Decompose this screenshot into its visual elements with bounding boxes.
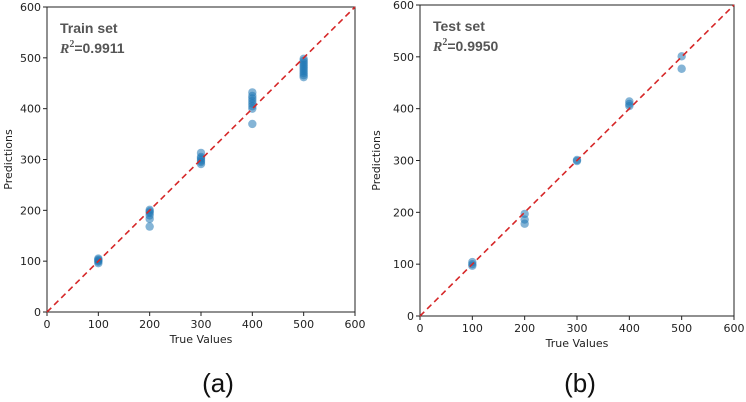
y-tick-label: 0 <box>34 306 41 319</box>
y-axis-label: Predictions <box>2 129 15 190</box>
r-squared-symbol: R <box>59 42 69 57</box>
data-point <box>625 97 634 106</box>
y-tick-label: 300 <box>20 154 41 167</box>
y-tick-label: 400 <box>393 103 414 116</box>
x-tick-label: 600 <box>345 318 366 331</box>
r-squared-annotation: R2=0.9911 <box>59 39 125 57</box>
x-tick-label: 0 <box>44 318 51 331</box>
panel-label: (b) <box>564 368 596 398</box>
y-tick-label: 200 <box>393 206 414 219</box>
y-tick-label: 600 <box>20 1 41 14</box>
x-tick-label: 500 <box>671 322 692 335</box>
r-squared-value: =0.9911 <box>74 40 124 56</box>
data-point <box>468 257 477 267</box>
y-tick-label: 500 <box>393 51 414 64</box>
panel-label: (a) <box>202 368 234 398</box>
r-squared-annotation: R2=0.9950 <box>432 37 499 55</box>
x-axis-label: True Values <box>545 337 609 350</box>
y-tick-label: 300 <box>393 155 414 168</box>
x-tick-label: 100 <box>88 318 109 331</box>
panel-train-set: 0 100 200 300 400 500 600 0 100 200 300 400 500 600 Tr… <box>2 1 366 398</box>
reference-line-y-equals-x <box>46 6 356 313</box>
data-point <box>94 254 103 263</box>
reference-line-y-equals-x <box>419 4 735 317</box>
r-squared-value: =0.9950 <box>447 38 498 54</box>
y-tick-label: 200 <box>20 204 41 217</box>
x-tick-label: 300 <box>191 318 212 331</box>
r-squared-exponent: 2 <box>442 37 447 48</box>
annotation-title: Train set <box>60 20 118 36</box>
x-tick-label: 100 <box>462 322 483 335</box>
r-squared-symbol: R <box>432 40 442 55</box>
x-tick-label: 300 <box>567 322 588 335</box>
y-tick-label: 500 <box>20 52 41 65</box>
data-point <box>196 148 206 158</box>
x-tick-label: 200 <box>139 318 160 331</box>
r-squared-exponent: 2 <box>69 39 74 50</box>
y-tick-label: 100 <box>393 258 414 271</box>
x-tick-label: 600 <box>724 322 745 335</box>
x-tick-label: 0 <box>417 322 424 335</box>
data-point <box>677 64 686 73</box>
y-tick-label: 400 <box>20 103 41 116</box>
x-tick-label: 400 <box>619 322 640 335</box>
x-tick-label: 500 <box>293 318 314 331</box>
data-point <box>520 209 529 219</box>
y-tick-label: 600 <box>393 0 414 12</box>
y-tick-label: 0 <box>407 310 414 323</box>
data-point <box>248 119 257 129</box>
y-tick-label: 100 <box>20 255 41 268</box>
annotation-title: Test set <box>433 18 485 34</box>
data-point <box>248 88 257 97</box>
x-tick-label: 400 <box>242 318 263 331</box>
x-tick-label: 200 <box>514 322 535 335</box>
panel-test-set: 0 100 200 300 400 500 600 0 100 200 300 400 500 600 Tr… <box>370 0 745 398</box>
data-point <box>145 222 154 231</box>
y-axis-label: Predictions <box>370 130 383 191</box>
x-axis-label: True Values <box>169 333 233 346</box>
